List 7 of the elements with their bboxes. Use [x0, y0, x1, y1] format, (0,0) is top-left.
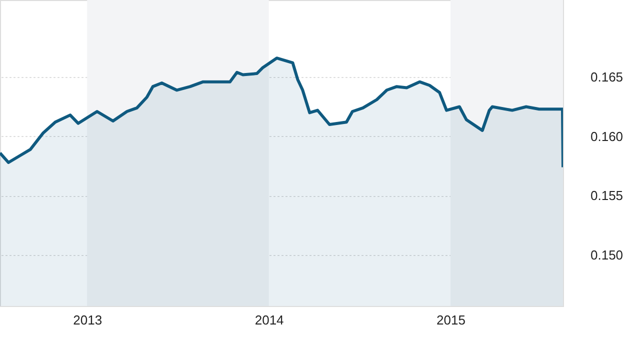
y-tick-label: 0.155 — [590, 188, 624, 204]
y-tick-label: 0.160 — [590, 128, 624, 144]
x-tick-label: 2013 — [73, 312, 102, 328]
x-tick-label: 2014 — [254, 312, 284, 328]
x-tick-label: 2015 — [436, 312, 466, 328]
y-tick-label: 0.165 — [590, 70, 624, 85]
y-tick-label: 0.150 — [590, 248, 624, 262]
